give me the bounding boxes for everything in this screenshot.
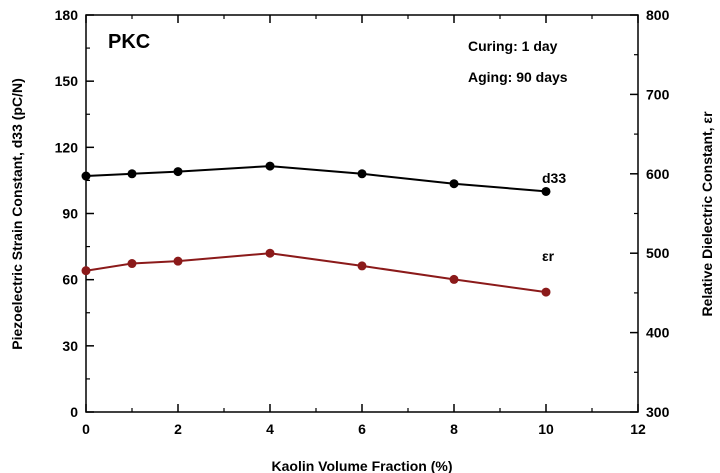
series-1-point bbox=[541, 287, 551, 297]
left-y-tick-label: 90 bbox=[62, 206, 78, 222]
panel-label: PKC bbox=[108, 31, 150, 53]
series-1-point bbox=[449, 274, 459, 284]
right-y-tick-label: 500 bbox=[646, 245, 670, 261]
series-0-point bbox=[81, 171, 91, 181]
left-y-tick-label: 0 bbox=[70, 404, 78, 420]
x-tick-label: 8 bbox=[450, 421, 458, 437]
right-y-tick-label: 700 bbox=[646, 86, 670, 102]
series-1-point bbox=[127, 259, 137, 269]
left-y-tick-label: 180 bbox=[55, 7, 79, 23]
series-1-point bbox=[173, 256, 183, 266]
series-0-point bbox=[173, 167, 183, 177]
series-0-point bbox=[357, 169, 367, 179]
series-0-point bbox=[265, 161, 275, 171]
right-y-axis-ticks: 300 400 500 600 700 800 bbox=[630, 7, 670, 420]
left-y-axis-title: Piezoelectric Strain Constant, d33 (pC/N… bbox=[9, 78, 25, 350]
series-1-point bbox=[265, 248, 275, 258]
left-y-axis-ticks: 0 30 60 90 120 150 180 bbox=[55, 7, 94, 420]
annotation-curing: Curing: 1 day bbox=[468, 38, 558, 54]
series-1-point bbox=[357, 261, 367, 271]
x-tick-label: 4 bbox=[266, 421, 274, 437]
left-y-tick-label: 150 bbox=[55, 73, 79, 89]
x-axis-title: Kaolin Volume Fraction (%) bbox=[272, 458, 453, 473]
annotation-aging: Aging: 90 days bbox=[468, 69, 568, 85]
left-y-tick-label: 30 bbox=[62, 338, 78, 354]
series-layer bbox=[81, 161, 551, 297]
x-tick-label: 6 bbox=[358, 421, 366, 437]
series-1-point bbox=[81, 266, 91, 276]
series-label-er: εr bbox=[542, 248, 555, 264]
right-y-tick-label: 600 bbox=[646, 166, 670, 182]
right-y-tick-label: 400 bbox=[646, 325, 670, 341]
x-axis-ticks: 0 2 4 6 8 10 12 bbox=[82, 15, 646, 437]
left-y-tick-label: 60 bbox=[62, 272, 78, 288]
series-0-point bbox=[449, 179, 459, 189]
x-tick-label: 2 bbox=[174, 421, 182, 437]
series-label-d33: d33 bbox=[542, 170, 566, 186]
left-y-tick-label: 120 bbox=[55, 139, 79, 155]
series-line-0 bbox=[85, 165, 547, 193]
series-line-1 bbox=[85, 252, 547, 294]
series-0-point bbox=[541, 186, 551, 196]
right-y-tick-label: 300 bbox=[646, 404, 670, 420]
x-tick-label: 10 bbox=[538, 421, 554, 437]
series-0-point bbox=[127, 169, 137, 179]
x-tick-label: 0 bbox=[82, 421, 90, 437]
x-tick-label: 12 bbox=[630, 421, 646, 437]
right-y-axis-title: Relative Dielectric Constant, εr bbox=[699, 111, 715, 317]
right-y-tick-label: 800 bbox=[646, 7, 670, 23]
